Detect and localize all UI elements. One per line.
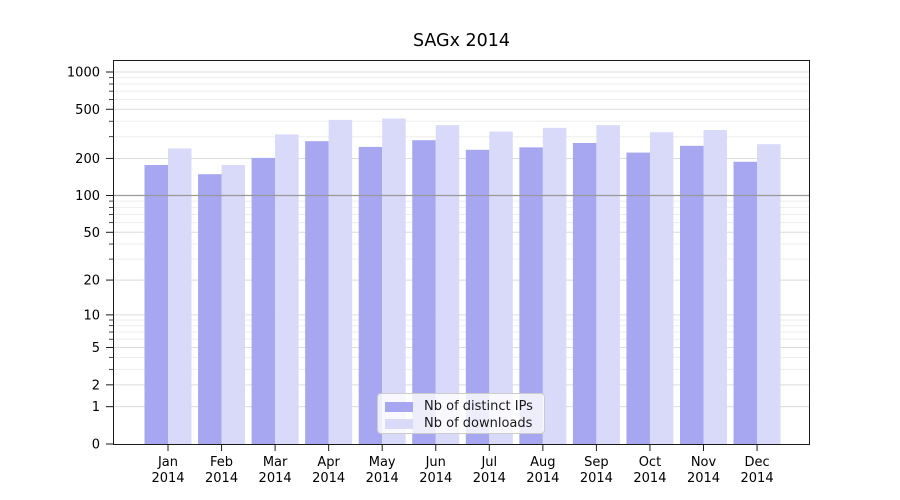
x-tick-label-year: 2014 [205, 471, 238, 486]
bar-distinct-ips-dec [733, 161, 758, 445]
y-tick-label: 50 [83, 226, 100, 241]
bar-distinct-ips-oct [626, 152, 650, 445]
y-tick-label: 10 [83, 308, 100, 323]
x-tick-label-month: Nov [691, 455, 717, 470]
x-tick-label-month: Feb [210, 455, 233, 470]
bar-downloads-aug [542, 127, 567, 445]
x-tick-label-month: Apr [317, 455, 340, 470]
x-tick-label-month: Dec [744, 455, 769, 470]
y-tick-label: 100 [75, 189, 100, 204]
x-tick-label-year: 2014 [366, 471, 399, 486]
bar-distinct-ips-apr [305, 141, 329, 445]
plot-frame [113, 60, 810, 445]
x-tick-label-month: Oct [639, 455, 661, 470]
y-tick-label: 0 [92, 438, 100, 453]
x-tick-label-month: Sep [584, 455, 609, 470]
x-tick-label-year: 2014 [580, 471, 613, 486]
y-tick-label: 20 [83, 274, 100, 289]
x-tick-label-month: Jun [425, 455, 446, 470]
bar-downloads-apr [328, 119, 353, 445]
x-tick-label-year: 2014 [473, 471, 506, 486]
x-tick-label-year: 2014 [259, 471, 292, 486]
x-tick-label-month: Jan [157, 455, 178, 470]
legend-entry-distinct-ips: Nb of distinct IPs [385, 399, 536, 414]
bar-distinct-ips-feb [198, 174, 222, 445]
x-tick-label-month: Jul [480, 455, 497, 470]
bar-distinct-ips-aug [519, 147, 543, 445]
y-tick-label: 2 [92, 378, 100, 393]
y-tick-label: 1 [92, 400, 100, 415]
bar-downloads-jul [489, 131, 513, 445]
bar-distinct-ips-mar [251, 157, 276, 445]
y-tick-label: 5 [92, 341, 100, 356]
x-tick-label-year: 2014 [312, 471, 345, 486]
legend-label-downloads: Nb of downloads [424, 416, 533, 431]
chart-title: SAGx 2014 [412, 31, 511, 51]
x-tick-label-year: 2014 [633, 471, 666, 486]
y-tick-label: 200 [75, 152, 100, 167]
bar-downloads-feb [221, 164, 246, 445]
x-tick-label-year: 2014 [151, 471, 184, 486]
bar-distinct-ips-nov [680, 145, 704, 445]
legend-label-distinct-ips: Nb of distinct IPs [424, 399, 533, 414]
bar-downloads-jun [435, 125, 460, 445]
legend-swatch-downloads [385, 418, 413, 429]
bar-downloads-nov [703, 129, 727, 445]
bar-distinct-ips-jan [144, 164, 168, 445]
x-tick-label-year: 2014 [419, 471, 452, 486]
bar-downloads-sep [596, 125, 620, 445]
x-tick-label-month: May [369, 455, 396, 470]
bar-downloads-jan [168, 148, 192, 445]
legend-entry-downloads: Nb of downloads [385, 416, 536, 431]
x-tick-label-year: 2014 [526, 471, 559, 486]
y-tick-label: 1000 [67, 65, 100, 80]
bar-downloads-oct [649, 132, 674, 445]
x-tick-label-year: 2014 [741, 471, 774, 486]
x-tick-label-year: 2014 [687, 471, 720, 486]
y-tick-label: 500 [75, 103, 100, 118]
bar-distinct-ips-jun [412, 140, 436, 445]
legend-swatch-distinct-ips [385, 401, 413, 412]
x-tick-label-month: Mar [263, 455, 288, 470]
bar-distinct-ips-may [358, 146, 383, 445]
bar-downloads-may [382, 118, 406, 445]
legend: Nb of distinct IPs Nb of downloads [377, 393, 545, 434]
bar-downloads-dec [757, 144, 781, 445]
bar-distinct-ips-sep [572, 142, 597, 445]
bar-downloads-mar [275, 134, 299, 445]
bar-distinct-ips-jul [465, 149, 490, 445]
x-tick-label-month: Aug [530, 455, 555, 470]
